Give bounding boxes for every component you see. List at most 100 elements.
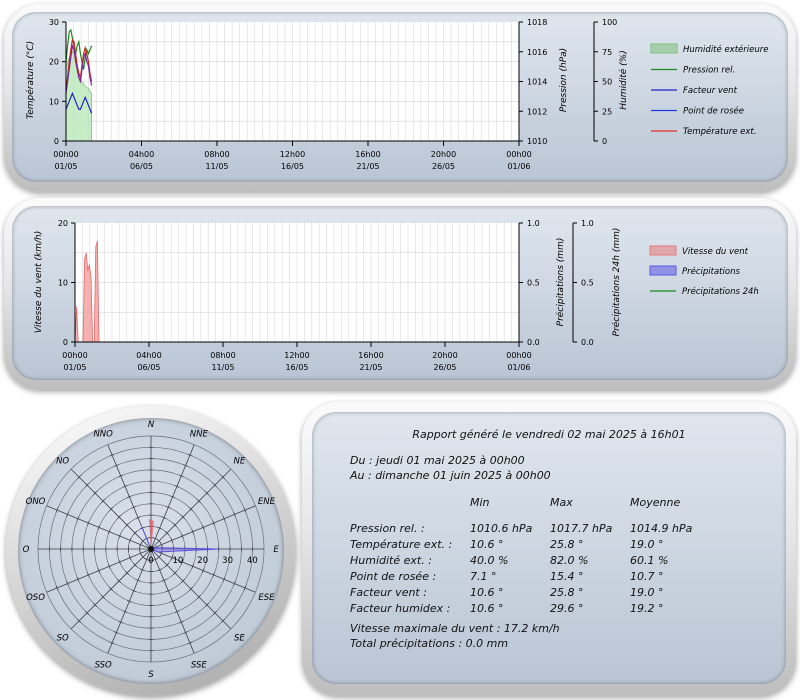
rose-spoke-tick: [76, 516, 80, 522]
rose-spoke-tick: [191, 563, 195, 569]
report-cell-max: 25.8 °: [550, 586, 584, 599]
y1-tick-label: 20: [58, 219, 68, 228]
rose-direction-label: SE: [234, 633, 245, 643]
report-total-rain: Total précipitations : 0.0 mm: [350, 637, 509, 650]
rose-spoke-tick: [152, 558, 158, 561]
rose-spoke-tick: [170, 599, 176, 603]
rain-axis-label: Précipitations (mm): [555, 238, 566, 327]
rose-spoke-tick: [85, 483, 90, 488]
rose-spoke-tick: [196, 594, 201, 599]
y1-tick-label: 10: [49, 97, 59, 106]
y2-tick-label: 0.0: [527, 338, 540, 347]
rose-spoke-tick: [118, 559, 121, 565]
rose-radial-label: 10: [172, 556, 183, 566]
rose-direction-label: SO: [57, 633, 69, 643]
legend-label: Vitesse du vent: [682, 247, 749, 257]
rose-spoke-tick: [109, 641, 115, 645]
rose-spoke-tick: [122, 610, 128, 613]
report-panel: Rapport généré le vendredi 02 mai 2025 à…: [302, 402, 796, 696]
rose-spoke-tick: [212, 610, 217, 615]
rose-spoke-tick: [118, 533, 121, 539]
rose-spoke-tick: [178, 474, 184, 478]
x-tick-label: 11/05: [211, 363, 234, 372]
legend-swatch: [649, 265, 677, 276]
windrose-labels: N NNE NE ENE E ESE SE SSE S SSO SO OSO O ONO NO NNO 10 20…: [23, 420, 280, 680]
rose-direction-label: O: [23, 545, 30, 555]
report-cell-label: Facteur vent :: [350, 586, 427, 599]
report-cell-avg: 60.1 %: [630, 554, 669, 567]
rose-spoke-tick: [181, 559, 184, 565]
rose-spoke-tick: [170, 537, 174, 543]
rose-spoke-tick: [135, 579, 141, 582]
temperature-chart-grid: [66, 22, 519, 141]
rose-spoke-tick: [172, 570, 177, 575]
x-tick-label: 01/05: [54, 162, 77, 171]
report-cell-label: Facteur humidex :: [350, 602, 451, 615]
rose-spoke-tick: [101, 499, 106, 504]
legend-label: Facteur vent: [683, 86, 738, 96]
report-cell-avg: 19.0 °: [630, 586, 664, 599]
humidity-axis-label: Humidité (%): [618, 50, 629, 109]
y2-tick-label: 1.0: [527, 219, 540, 228]
rose-spoke-tick: [187, 641, 193, 645]
pressure-line: [65, 28, 93, 70]
rose-spoke-tick: [243, 585, 247, 591]
rose-center-label: 0: [148, 556, 153, 566]
report-cell-max: 82.0 %: [550, 554, 589, 567]
rose-spoke-tick: [233, 511, 236, 517]
report-cell-avg: 19.2 °: [630, 602, 664, 615]
report-cell-avg: 1014.9 hPa: [630, 522, 693, 535]
report-cell-label: Humidité ext. :: [350, 554, 432, 567]
x-tick-label: 20h00: [431, 150, 456, 159]
y1-tick-label: 0: [54, 137, 59, 146]
rose-direction-label: SSO: [95, 660, 112, 670]
report-cell-min: 10.6 °: [470, 538, 504, 551]
windrose-data: [141, 519, 219, 553]
windchill-line: [65, 43, 93, 94]
windrose: N NNE NE ENE E ESE SE SSE S SSO SO OSO O ONO NO NNO 10 20…: [23, 420, 280, 680]
temperature-chart-series: [65, 28, 93, 142]
rose-spoke-tick: [172, 523, 177, 528]
report-col-max: Max: [550, 496, 573, 509]
rose-spoke-tick: [118, 474, 124, 478]
rose-direction-label: S: [148, 670, 154, 680]
y1-tick-label: 0: [63, 338, 68, 347]
rose-spoke-tick: [126, 495, 132, 499]
rose-spoke-tick: [212, 572, 215, 578]
rose-spoke-tick: [76, 576, 80, 582]
report-period-to: Au : dimanche 01 juin 2025 à 00h00: [350, 469, 551, 482]
rose-spoke-tick: [191, 529, 195, 535]
rose-spoke-tick: [107, 529, 111, 535]
rose-spoke-tick: [113, 464, 119, 467]
y3-tick-label: 75: [602, 48, 612, 57]
y2-tick-label: 1012: [527, 107, 547, 116]
temperature-chart-axes: 0 10 20 30 1010 1012 1014 1016 1018 0 25 50 75 100 00h…: [49, 18, 617, 171]
x-tick-label: 04h00: [129, 150, 154, 159]
rose-spoke-tick: [109, 507, 114, 512]
wind-chart-axes: 0 10 20 0.0 0.5 1.0 0.0 0.5 1.0 00h00 01/05 04h00 06…: [58, 219, 594, 372]
rose-spoke-tick: [140, 554, 146, 560]
rose-spoke-tick: [55, 507, 59, 513]
rose-spoke-tick: [183, 631, 189, 634]
report-cell-min: 10.6 °: [470, 586, 504, 599]
rose-spoke-tick: [133, 531, 138, 536]
wind-speed-axis-label: Vitesse du vent (km/h): [34, 231, 44, 333]
temperature-axis-label: Température (°C): [25, 41, 36, 119]
y3-tick-label: 100: [602, 18, 617, 27]
rain24h-axis-label: Précipitations 24h (mm): [611, 228, 622, 337]
x-tick-label: 16/05: [281, 162, 304, 171]
rose-spoke-tick: [212, 520, 215, 526]
report-cell-min: 1010.6 hPa: [470, 522, 533, 535]
rose-spoke-tick: [212, 483, 217, 488]
rose-spoke-tick: [174, 610, 180, 613]
report-cell-label: Point de rosée :: [350, 570, 437, 583]
x-tick-label: 21/05: [359, 363, 382, 372]
x-tick-label: 16h00: [355, 150, 380, 159]
report-cell-max: 1017.7 hPa: [550, 522, 613, 535]
rose-spoke-tick: [201, 524, 205, 530]
x-tick-label: 12h00: [280, 150, 305, 159]
rose-spoke-tick: [133, 562, 138, 567]
rose-spoke-tick: [222, 516, 226, 522]
rose-spoke-tick: [107, 563, 111, 569]
x-tick-label: 01/06: [507, 162, 530, 171]
